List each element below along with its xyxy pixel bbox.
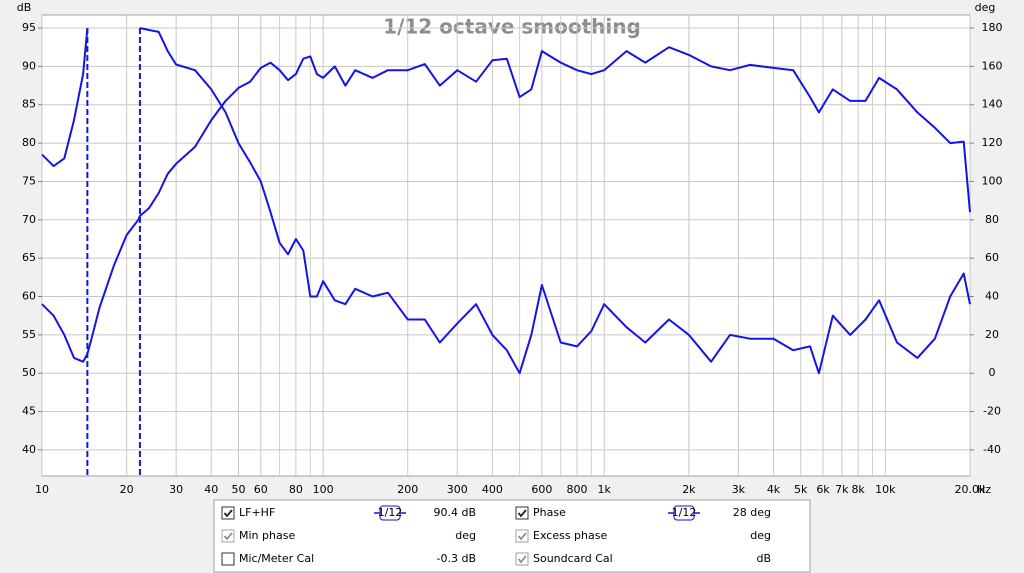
x-axis-unit: Hz (977, 483, 991, 496)
checkbox[interactable] (221, 506, 235, 520)
y-tick-label: 75 (22, 174, 36, 187)
x-tick-label: 800 (567, 483, 588, 496)
checkbox[interactable] (221, 529, 235, 543)
x-tick-label: 100 (313, 483, 334, 496)
y2-tick-label: 100 (982, 174, 1003, 187)
y2-axis-label: deg (975, 1, 996, 14)
checkbox[interactable] (515, 506, 529, 520)
y-tick-label: 65 (22, 251, 36, 264)
x-tick-label: 3k (732, 483, 746, 496)
y2-tick-label: 0 (989, 366, 996, 379)
y2-tick-label: 160 (982, 59, 1003, 72)
x-tick-label: 50 (231, 483, 245, 496)
y2-tick-label: 80 (985, 213, 999, 226)
x-tick-label: 4k (767, 483, 781, 496)
checkmark (517, 555, 527, 564)
checkbox[interactable] (515, 529, 529, 543)
x-tick-label: 600 (531, 483, 552, 496)
legend-value: 90.4 dB (433, 506, 476, 519)
legend-value: deg (455, 529, 476, 542)
x-tick-label: 8k (851, 483, 865, 496)
legend-value: -0.3 dB (437, 552, 477, 565)
x-tick-label: 10 (35, 483, 49, 496)
y2-tick-label: 20 (985, 328, 999, 341)
legend-value: deg (750, 529, 771, 542)
checkbox[interactable] (221, 552, 235, 566)
smoothing-icon[interactable] (379, 505, 401, 521)
legend-value: dB (756, 552, 771, 565)
x-tick-label: 6k (816, 483, 830, 496)
legend-label: Mic/Meter Cal (239, 552, 314, 565)
legend-label: Soundcard Cal (533, 552, 613, 565)
legend-label: Phase (533, 506, 566, 519)
x-tick-label: 30 (169, 483, 183, 496)
smoothing-label: 1/12 (672, 506, 697, 519)
checkmark (223, 509, 233, 518)
y-tick-label: 60 (22, 290, 36, 303)
x-tick-label: 80 (289, 483, 303, 496)
x-tick-label: 20.0k (955, 483, 986, 496)
legend-value: 28 deg (733, 506, 771, 519)
y-tick-label: 95 (22, 21, 36, 34)
y-tick-label: 70 (22, 213, 36, 226)
x-tick-label: 60 (254, 483, 268, 496)
smoothing-icon[interactable] (673, 505, 695, 521)
y2-tick-label: 180 (982, 21, 1003, 34)
legend-label: Excess phase (533, 529, 607, 542)
checkmark (223, 532, 233, 541)
x-tick-label: 40 (204, 483, 218, 496)
y2-tick-label: 120 (982, 136, 1003, 149)
x-tick-label: 300 (447, 483, 468, 496)
y2-tick-label: 40 (985, 290, 999, 303)
y-tick-label: 50 (22, 366, 36, 379)
x-tick-label: 1k (598, 483, 612, 496)
legend-panel (213, 499, 811, 573)
y2-tick-label: -40 (983, 443, 1001, 456)
y-tick-label: 55 (22, 328, 36, 341)
series-line (41, 46, 971, 363)
legend-label: LF+HF (239, 506, 275, 519)
y-tick-label: 40 (22, 443, 36, 456)
smoothing-label: 1/12 (378, 506, 403, 519)
y2-tick-label: 140 (982, 98, 1003, 111)
y-tick-label: 45 (22, 405, 36, 418)
x-tick-label: 20 (120, 483, 134, 496)
y-tick-label: 80 (22, 136, 36, 149)
y-tick-label: 90 (22, 59, 36, 72)
x-tick-label: 2k (682, 483, 696, 496)
series-line (41, 27, 89, 168)
y-tick-label: 85 (22, 98, 36, 111)
x-tick-label: 400 (482, 483, 503, 496)
legend-label: Min phase (239, 529, 295, 542)
x-tick-label: 7k (835, 483, 849, 496)
x-tick-label: 10k (875, 483, 896, 496)
y-axis-label: dB (17, 1, 32, 14)
x-tick-label: 5k (794, 483, 808, 496)
series-line (139, 27, 971, 375)
plot-area (41, 14, 971, 477)
checkmark (517, 532, 527, 541)
checkbox[interactable] (515, 552, 529, 566)
y2-tick-label: -20 (983, 405, 1001, 418)
checkmark (517, 509, 527, 518)
chart-title: 1/12 octave smoothing (383, 15, 641, 39)
x-tick-label: 200 (397, 483, 418, 496)
y2-tick-label: 60 (985, 251, 999, 264)
